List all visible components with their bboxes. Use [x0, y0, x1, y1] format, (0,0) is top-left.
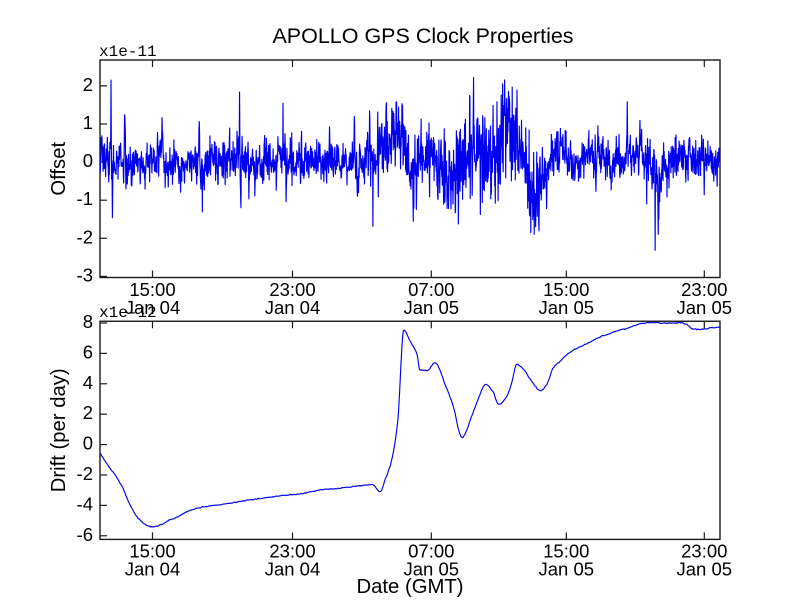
svg-text:-6: -6 [77, 524, 93, 545]
svg-text:Jan 05: Jan 05 [539, 559, 595, 580]
svg-text:2: 2 [83, 402, 93, 423]
svg-text:-3: -3 [77, 264, 93, 285]
svg-text:Date (GMT): Date (GMT) [356, 576, 463, 598]
svg-text:-2: -2 [77, 226, 93, 247]
svg-text:Drift (per day): Drift (per day) [48, 368, 70, 492]
svg-text:APOLLO GPS Clock Properties: APOLLO GPS Clock Properties [272, 24, 573, 48]
svg-text:Jan 05: Jan 05 [677, 297, 733, 318]
svg-text:0: 0 [83, 433, 93, 454]
svg-text:Jan 05: Jan 05 [539, 297, 595, 318]
svg-text:8: 8 [83, 311, 93, 332]
svg-text:Offset: Offset [48, 142, 70, 196]
svg-text:Jan 05: Jan 05 [677, 559, 733, 580]
svg-text:Jan 04: Jan 04 [265, 559, 321, 580]
svg-text:1: 1 [83, 112, 93, 133]
svg-text:-1: -1 [77, 188, 93, 209]
svg-text:Jan 04: Jan 04 [265, 297, 321, 318]
svg-text:Jan 04: Jan 04 [125, 559, 181, 580]
svg-text:Jan 05: Jan 05 [404, 297, 460, 318]
svg-text:0: 0 [83, 150, 93, 171]
svg-text:-4: -4 [77, 493, 93, 514]
svg-text:4: 4 [83, 372, 93, 393]
svg-text:2: 2 [83, 74, 93, 95]
svg-text:Jan 04: Jan 04 [125, 297, 181, 318]
svg-text:6: 6 [83, 341, 93, 362]
svg-text:-2: -2 [77, 463, 93, 484]
svg-text:x1e-11: x1e-11 [99, 43, 157, 61]
